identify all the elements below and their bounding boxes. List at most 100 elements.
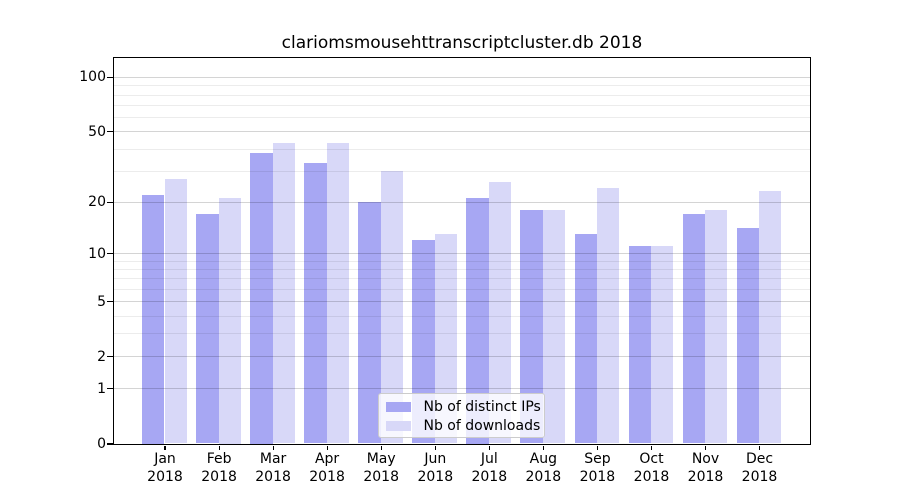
bar-ips-nov (682, 213, 705, 444)
x-tick-year: 2018 (741, 468, 778, 485)
grid-layer (113, 58, 810, 444)
major-gridline (113, 253, 810, 254)
x-tick-year: 2018 (633, 468, 670, 485)
bar-downloads-aug (542, 209, 566, 444)
x-tick-year: 2018 (147, 468, 183, 485)
x-tick-month: Mar (259, 451, 287, 467)
y-tick-label: 0 (97, 436, 106, 452)
x-tick-mark (380, 445, 382, 450)
x-tick-month: Feb (206, 451, 232, 467)
x-tick-year: 2018 (471, 468, 508, 485)
bars-layer (114, 58, 810, 444)
bar-downloads-may (380, 170, 404, 444)
bar-ips-jan (142, 194, 165, 444)
plot-area: Nb of distinct IPs Nb of downloads (112, 56, 811, 445)
x-tick-month: Jul (480, 451, 498, 467)
y-tick-label: 2 (97, 348, 106, 365)
minor-gridline (113, 278, 810, 280)
x-tick-label-oct: Oct 2018 (617, 451, 687, 486)
x-tick-label-aug: Aug 2018 (508, 451, 578, 486)
bar-ips-may (358, 201, 381, 444)
x-tick-year: 2018 (201, 468, 237, 485)
minor-gridline (113, 260, 810, 262)
x-tick-month: Apr (314, 451, 340, 467)
x-tick-year: 2018 (255, 468, 291, 485)
x-tick-label-sep: Sep 2018 (562, 451, 632, 486)
y-tick-mark (107, 388, 113, 390)
x-tick-mark (758, 445, 761, 450)
bar-ips-oct (628, 246, 651, 444)
minor-gridline (113, 333, 810, 335)
y-tick-label: 100 (79, 69, 106, 86)
x-tick-year: 2018 (579, 468, 616, 485)
y-tick-mark (107, 201, 113, 203)
minor-gridline (113, 315, 810, 317)
y-tick-label: 50 (88, 123, 106, 140)
x-tick-month: Dec (745, 451, 774, 467)
bar-downloads-jan (164, 178, 187, 444)
legend-label-downloads: Nb of downloads (423, 418, 541, 434)
y-tick-label: 1 (97, 380, 106, 397)
x-tick-mark (596, 445, 598, 450)
legend: Nb of distinct IPs Nb of downloads (377, 392, 545, 438)
x-tick-label-jun: Jun 2018 (400, 451, 470, 486)
major-gridline (113, 388, 810, 390)
legend-row-distinct-ips: Nb of distinct IPs (385, 398, 544, 417)
bar-downloads-nov (705, 209, 728, 444)
bar-downloads-dec (759, 191, 782, 444)
x-tick-mark (542, 445, 544, 450)
y-tick-mark (107, 131, 113, 133)
y-tick-label: 10 (88, 245, 106, 262)
minor-gridline (113, 104, 810, 106)
x-tick-year: 2018 (363, 468, 399, 485)
x-tick-mark (488, 445, 490, 450)
legend-swatch-distinct-ips (385, 402, 411, 412)
x-tick-label-jul: Jul 2018 (454, 451, 524, 486)
x-tick-label-dec: Dec 2018 (725, 451, 795, 486)
major-gridline (113, 356, 810, 358)
bar-ips-apr (304, 163, 327, 444)
x-tick-mark (326, 445, 328, 450)
x-tick-mark (650, 445, 653, 450)
major-gridline (113, 201, 810, 203)
y-tick-mark (107, 356, 113, 358)
legend-label-distinct-ips: Nb of distinct IPs (423, 399, 541, 415)
bar-downloads-oct (651, 246, 674, 444)
x-tick-month: May (366, 451, 396, 467)
y-tick-mark (107, 252, 113, 255)
x-tick-year: 2018 (687, 468, 724, 485)
x-tick-label-may: May 2018 (346, 451, 416, 486)
x-tick-month: Aug (529, 451, 557, 467)
y-tick-mark (107, 76, 113, 78)
x-tick-month: Jan (154, 451, 176, 467)
legend-row-downloads: Nb of downloads (385, 417, 544, 436)
minor-gridline (113, 148, 810, 150)
major-gridline (113, 301, 810, 303)
major-gridline (113, 76, 810, 78)
minor-gridline (113, 85, 810, 87)
x-tick-mark (272, 445, 274, 450)
major-gridline (113, 131, 810, 133)
x-tick-label-mar: Mar 2018 (238, 451, 308, 486)
x-tick-mark (704, 445, 707, 450)
minor-gridline (113, 117, 810, 118)
chart-title: clariomsmousehttranscriptcluster.db 2018 (281, 33, 643, 53)
x-tick-year: 2018 (309, 468, 345, 485)
minor-gridline (113, 94, 810, 96)
bar-ips-mar (250, 152, 273, 444)
x-tick-label-feb: Feb 2018 (184, 451, 254, 486)
y-tick-label: 5 (97, 293, 106, 310)
x-tick-mark (164, 445, 166, 450)
x-tick-month: Jun (424, 451, 447, 467)
x-tick-mark (434, 445, 436, 450)
x-tick-year: 2018 (525, 468, 562, 485)
minor-gridline (113, 288, 810, 290)
bar-downloads-jun (434, 233, 458, 444)
bar-downloads-apr (326, 142, 349, 444)
bar-ips-aug (520, 209, 543, 444)
bar-ips-jul (466, 198, 489, 444)
minor-gridline (113, 269, 810, 270)
x-tick-month: Nov (691, 451, 720, 467)
bar-downloads-jul (488, 181, 512, 444)
